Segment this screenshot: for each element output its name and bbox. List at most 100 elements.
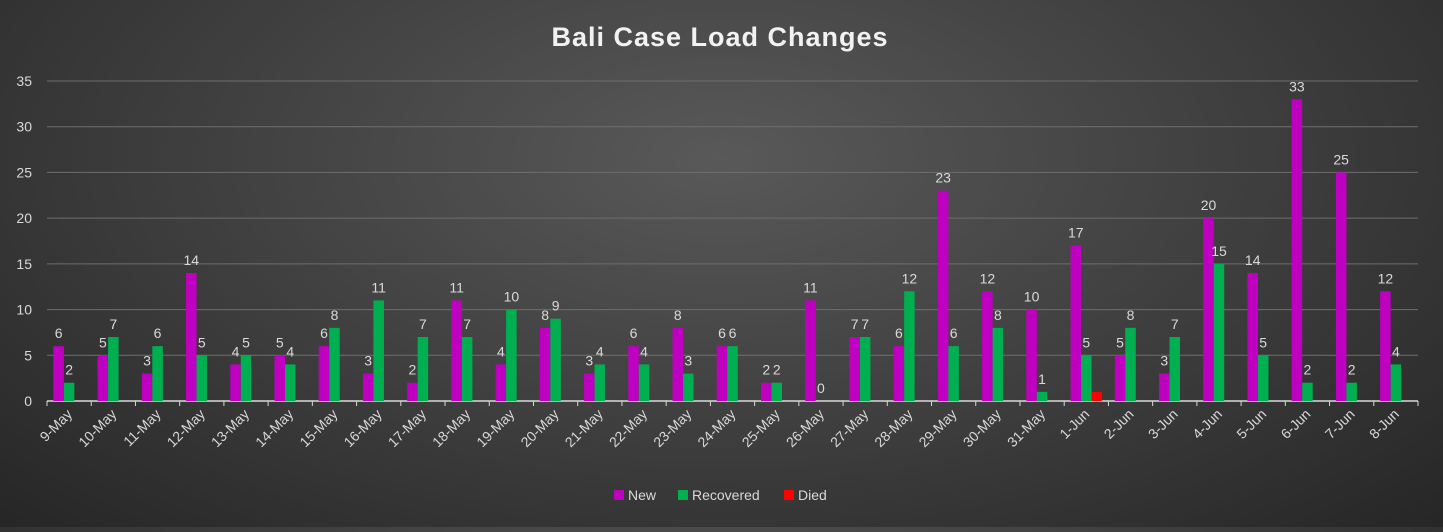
bar-recovered — [196, 355, 208, 401]
data-label-new: 6 — [718, 325, 726, 341]
x-tick-label: 11-May — [120, 406, 164, 450]
data-label-recovered: 5 — [198, 334, 206, 350]
data-label-new: 3 — [1160, 353, 1168, 369]
data-label-new: 20 — [1201, 197, 1217, 213]
bar-new — [1114, 355, 1126, 401]
legend-swatch-new — [614, 490, 624, 500]
data-label-new: 23 — [935, 170, 951, 186]
legend-swatch-recovered — [678, 490, 688, 500]
data-label-new: 6 — [895, 325, 903, 341]
data-label-new: 4 — [232, 343, 240, 359]
bar-recovered — [1390, 364, 1402, 401]
data-label-new: 12 — [1378, 270, 1394, 286]
x-tick-label: 28-May — [871, 406, 915, 450]
y-tick-label: 20 — [16, 210, 32, 226]
data-label-new: 5 — [276, 334, 284, 350]
x-tick-label: 12-May — [164, 406, 208, 450]
bar-recovered — [284, 364, 296, 401]
data-label-recovered: 7 — [1171, 316, 1179, 332]
legend-label-new: New — [628, 487, 657, 503]
bar-recovered — [638, 364, 650, 401]
bar-new — [362, 373, 374, 401]
bar-new — [1026, 309, 1037, 401]
bar-recovered — [240, 355, 252, 401]
data-label-new: 6 — [320, 325, 328, 341]
data-label-new: 3 — [585, 353, 593, 369]
bar-recovered — [948, 346, 959, 401]
data-label-new: 7 — [851, 316, 859, 332]
x-tick-label: 20-May — [517, 406, 561, 450]
bar-recovered — [683, 373, 694, 401]
bar-recovered — [594, 364, 606, 401]
data-label-new: 33 — [1289, 78, 1305, 94]
x-tick-label: 30-May — [960, 406, 1004, 450]
y-tick-label: 5 — [24, 347, 32, 363]
data-label-recovered: 0 — [817, 380, 825, 396]
legend-label-recovered: Recovered — [692, 487, 760, 503]
bar-recovered — [1081, 355, 1092, 401]
bar-new — [97, 355, 109, 401]
bar-new — [628, 346, 639, 401]
bar-recovered — [417, 337, 429, 401]
bar-new — [937, 190, 949, 401]
data-label-new: 8 — [674, 307, 682, 323]
data-label-new: 3 — [364, 353, 372, 369]
bar-recovered — [1346, 382, 1357, 401]
bar-recovered — [859, 337, 871, 401]
bar-recovered — [1257, 355, 1269, 401]
data-label-new: 12 — [980, 270, 996, 286]
data-label-new: 8 — [541, 307, 549, 323]
bar-new — [53, 346, 64, 401]
x-tick-label: 19-May — [473, 406, 517, 450]
bar-recovered — [1125, 327, 1136, 401]
bar-recovered — [550, 318, 561, 401]
y-tick-label: 0 — [24, 393, 32, 409]
data-label-recovered: 8 — [994, 307, 1002, 323]
x-tick-label: 23-May — [650, 406, 694, 450]
data-label-recovered: 7 — [861, 316, 869, 332]
data-label-recovered: 2 — [65, 362, 73, 378]
x-tick-label: 27-May — [827, 406, 871, 450]
x-tick-label: 22-May — [606, 406, 650, 450]
legend: New Recovered Died — [614, 487, 827, 503]
bar-new — [1070, 245, 1082, 401]
bar-new — [584, 373, 595, 401]
bar-recovered — [1213, 263, 1225, 401]
bar-recovered — [771, 382, 782, 401]
bar-new — [672, 327, 684, 401]
x-tick-label: 18-May — [429, 406, 473, 450]
bar-new — [1159, 373, 1170, 401]
data-label-recovered: 8 — [1127, 307, 1135, 323]
bar-new — [1335, 172, 1347, 401]
bar-new — [186, 273, 197, 401]
data-label-new: 6 — [630, 325, 638, 341]
x-tick-label: 3-Jun — [1145, 406, 1181, 442]
bar-new — [539, 327, 551, 401]
bar-recovered — [461, 337, 473, 401]
bar-new — [141, 373, 153, 401]
bar-new — [274, 355, 285, 401]
bar-recovered — [152, 346, 163, 401]
bar-new — [1291, 99, 1303, 402]
x-tick-label: 25-May — [739, 406, 783, 450]
x-tick-label: 24-May — [694, 406, 738, 450]
data-label-recovered: 15 — [1211, 243, 1227, 259]
data-label-recovered: 8 — [331, 307, 339, 323]
bar-recovered — [992, 327, 1004, 401]
data-label-recovered: 4 — [640, 343, 648, 359]
data-label-recovered: 7 — [419, 316, 427, 332]
x-tick-label: 8-Jun — [1366, 406, 1402, 442]
bar-recovered — [373, 300, 384, 401]
data-label-new: 11 — [449, 279, 464, 295]
data-label-recovered: 6 — [729, 325, 737, 341]
y-tick-label: 35 — [16, 73, 32, 89]
y-tick-label: 25 — [16, 164, 32, 180]
bar-new — [451, 300, 462, 401]
x-tick-label: 29-May — [915, 406, 959, 450]
data-label-recovered: 11 — [371, 279, 386, 295]
data-label-new: 4 — [497, 343, 505, 359]
data-label-recovered: 2 — [773, 362, 781, 378]
bar-recovered — [1302, 382, 1313, 401]
data-label-recovered: 3 — [684, 353, 692, 369]
data-label-recovered: 2 — [1348, 362, 1356, 378]
